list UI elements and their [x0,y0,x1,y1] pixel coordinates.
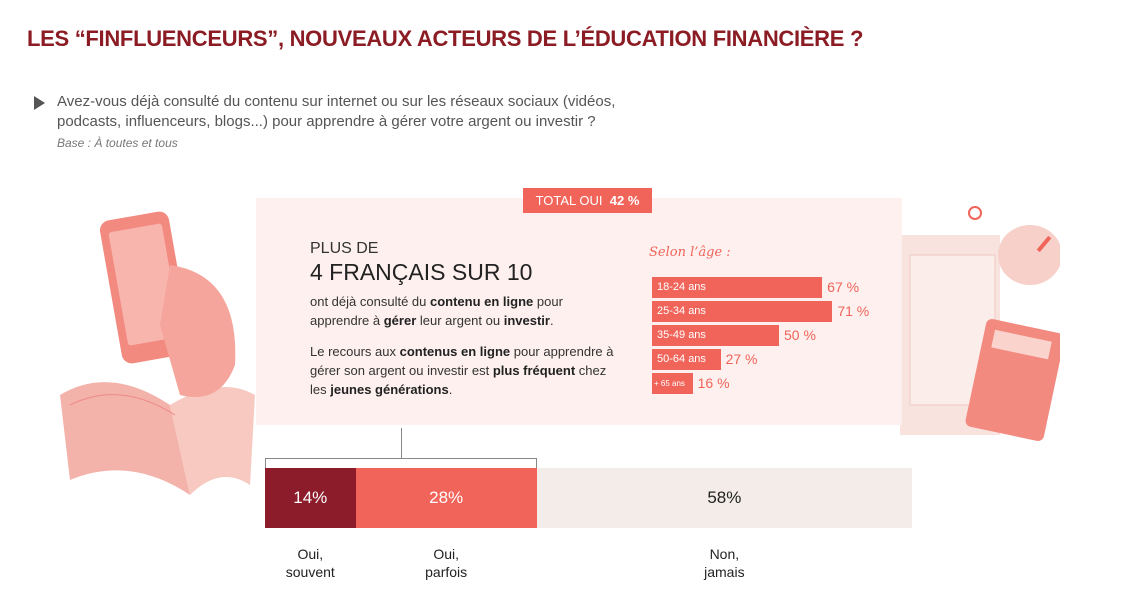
stack-segment: 58% [536,468,912,528]
age-bar: 18-24 ans [652,277,823,298]
paragraph-2: Le recours aux contenus en ligne pour ap… [310,344,614,397]
phone-book-illustration-icon [60,211,255,495]
headline-pre: PLUS DE [310,240,379,257]
age-bar-value: 71 % [837,303,870,319]
stack-category-label: Non, jamais [664,545,784,581]
stacked-bar-chart: 14% 28% 58% [265,468,912,528]
category-label-line: Non, [709,546,740,562]
page-title: LES “FINFLUENCEURS”, NOUVEAUX ACTEURS DE… [27,26,864,51]
age-chart-title: Selon l’âge : [649,245,731,260]
category-label-line: souvent [285,564,335,580]
play-triangle-icon [34,96,45,110]
category-label-line: Oui, [433,546,459,562]
stack-category-label: Oui, souvent [250,545,370,581]
total-badge: TOTAL OUI 42 % [523,188,652,213]
piggy-calculator-illustration-icon [900,206,1060,441]
oui-bracket [265,458,537,468]
age-bar-value: 27 % [725,351,758,367]
age-bar-value: 50 % [784,327,816,343]
survey-base: Base : À toutes et tous [57,136,178,150]
stack-category-label: Oui, parfois [386,545,506,581]
category-label-line: Oui, [297,546,324,562]
paragraph-1: ont déjà consulté du contenu en ligne po… [310,294,563,328]
stack-segment: 14% [265,468,356,528]
age-bar: 35-49 ans [652,325,779,346]
age-bar: 50-64 ans [652,349,721,370]
age-bar-value: 67 % [827,279,860,295]
age-bar: 25-34 ans [652,301,833,322]
headline-main: 4 FRANÇAIS SUR 10 [310,259,533,285]
total-value: 42 % [609,193,640,208]
survey-question: Avez-vous déjà consulté du contenu sur i… [57,93,616,130]
age-bar: + 65 ans [652,373,693,394]
category-label-line: parfois [425,564,468,580]
category-label-line: jamais [704,564,745,580]
age-bar-value: 16 % [697,375,730,391]
total-label: TOTAL OUI [535,193,603,208]
stack-segment: 28% [355,468,537,528]
connector-line [401,428,402,458]
